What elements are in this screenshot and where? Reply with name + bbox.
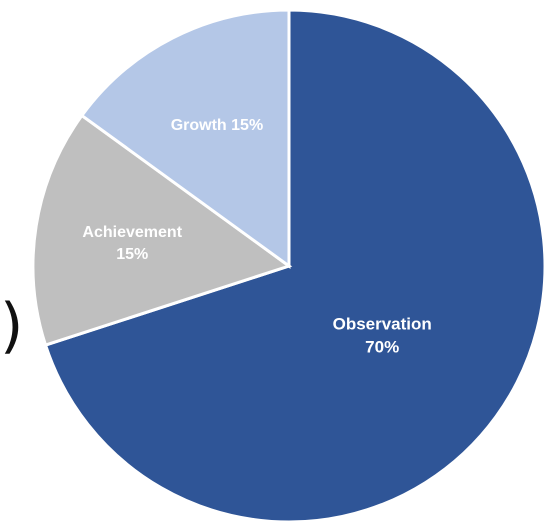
slice-label-growth: Growth 15% xyxy=(171,117,263,134)
slice-label-achievement: Achievement 15% xyxy=(82,224,182,263)
cropped-parenthesis: ) xyxy=(0,291,24,361)
pie-slice-observation xyxy=(43,8,547,524)
pie-slice-growth xyxy=(79,8,291,269)
pie-slice-achievement xyxy=(31,113,293,347)
slice-label-observation: Observation 70% xyxy=(333,315,432,357)
